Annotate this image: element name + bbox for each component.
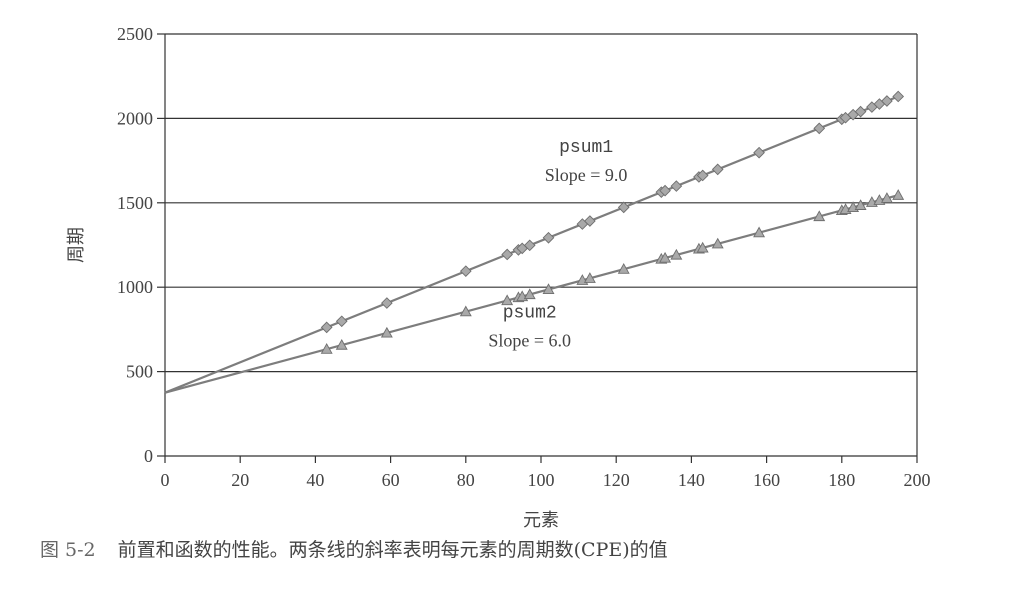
x-tick-label-160: 160 <box>753 470 780 490</box>
gridlines <box>165 33 917 373</box>
psum1-point-7 <box>523 239 536 252</box>
x-tick-label-180: 180 <box>828 470 855 490</box>
axes <box>157 33 918 463</box>
psum2-point-13 <box>659 251 672 263</box>
x-tick-label-60: 60 <box>382 470 400 490</box>
x-axis-label: 元素 <box>523 510 559 531</box>
psum2-point-11 <box>617 263 630 274</box>
psum1-point-23 <box>854 105 867 118</box>
psum2-point-17 <box>711 237 724 249</box>
psum1-point-16 <box>696 169 709 182</box>
y-tick-label-2500: 2500 <box>117 24 153 44</box>
figure-number: 图 5-2 <box>40 539 96 561</box>
y-axis-label: 周期 <box>66 227 87 263</box>
x-tick-label-200: 200 <box>904 470 931 490</box>
psum1-point-1 <box>335 315 348 328</box>
psum2-point-16 <box>696 241 709 253</box>
psum1-annotation-slope: Slope = 9.0 <box>545 165 628 185</box>
psum2-annotation-slope: Slope = 6.0 <box>488 331 571 351</box>
psum1-point-18 <box>753 146 765 159</box>
annotations: psum1 Slope = 9.0 psum2 Slope = 6.0 <box>488 138 627 350</box>
x-tick-label-40: 40 <box>306 470 324 490</box>
y-tick-label-2000: 2000 <box>117 108 153 128</box>
figure-caption: 图 5-2 前置和函数的性能。两条线的斜率表明每元素的周期数(CPE)的值 <box>40 535 668 562</box>
psum1-point-19 <box>813 122 826 135</box>
x-tick-label-100: 100 <box>528 470 555 490</box>
psum2-point-0 <box>320 343 333 354</box>
psum1-point-27 <box>892 90 905 103</box>
psum2-point-7 <box>523 288 536 300</box>
psum1-annotation-name: psum1 <box>559 138 613 158</box>
x-tick-label-20: 20 <box>231 470 249 490</box>
x-tick-label-140: 140 <box>678 470 705 490</box>
psum2-point-26 <box>880 192 893 203</box>
x-tick-label-80: 80 <box>457 470 475 490</box>
y-tick-label-1000: 1000 <box>117 277 153 297</box>
series-markers <box>320 90 905 354</box>
psum1-point-14 <box>670 180 683 192</box>
psum2-point-23 <box>854 199 867 210</box>
psum1-point-13 <box>659 184 671 197</box>
psum1-point-2 <box>381 297 393 309</box>
psum2-point-2 <box>380 326 393 338</box>
x-tick-label-120: 120 <box>603 470 630 490</box>
psum2-point-19 <box>813 210 826 222</box>
x-tick-label-0: 0 <box>161 470 170 490</box>
tick-labels: 0 500 1000 1500 2000 2500 0 20 40 60 80 100 120 140 16… <box>117 24 931 490</box>
psum2-point-18 <box>753 226 766 238</box>
psum2-point-4 <box>501 294 514 306</box>
psum1-point-3 <box>459 265 472 278</box>
axis-labels: 元素 周期 <box>66 227 559 531</box>
psum2-point-10 <box>583 272 596 283</box>
psum2-annotation-name: psum2 <box>503 304 557 324</box>
psum2-point-14 <box>670 248 683 260</box>
y-tick-label-0: 0 <box>144 446 153 466</box>
psum1-point-17 <box>711 163 724 176</box>
psum2-point-27 <box>892 189 905 200</box>
psum2-point-8 <box>542 283 555 295</box>
psum1-point-26 <box>881 95 893 107</box>
psum2-point-1 <box>335 338 348 350</box>
y-tick-label-500: 500 <box>126 362 153 382</box>
psum1-point-10 <box>584 215 596 227</box>
y-tick-label-1500: 1500 <box>117 193 153 213</box>
psum1-point-4 <box>501 248 513 261</box>
psum1-point-0 <box>320 321 333 334</box>
psum2-point-3 <box>459 305 472 317</box>
psum1-point-11 <box>617 201 630 214</box>
caption-text: 前置和函数的性能。两条线的斜率表明每元素的周期数(CPE)的值 <box>117 539 668 561</box>
psum1-point-8 <box>542 231 555 244</box>
